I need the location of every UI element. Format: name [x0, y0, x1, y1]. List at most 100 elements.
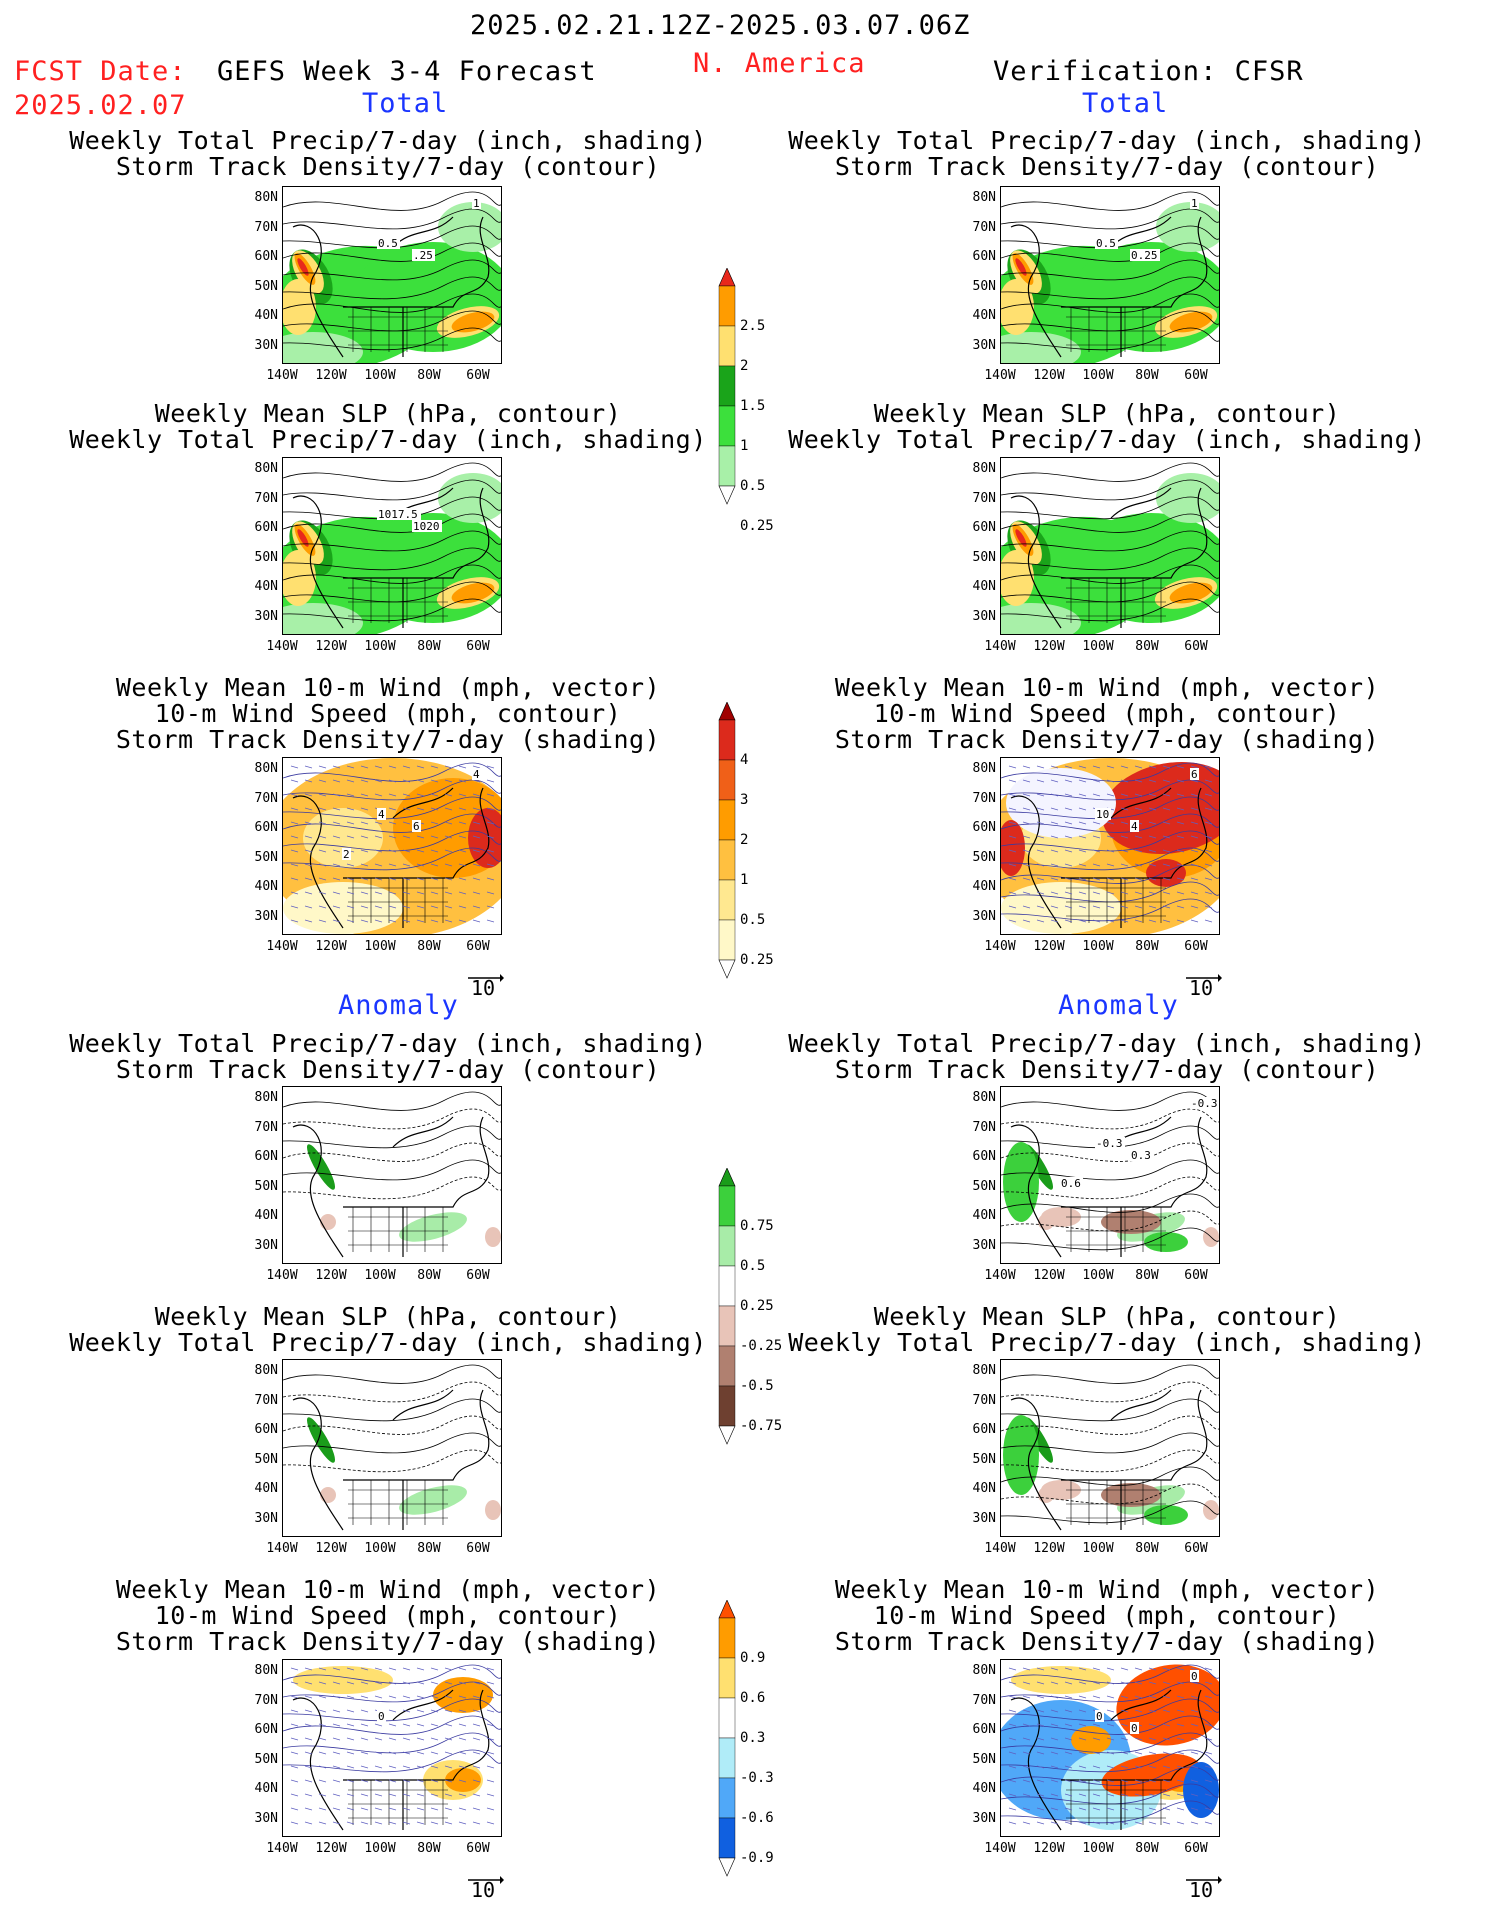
- wind-vector: [458, 1793, 467, 1797]
- wind-vector: [304, 793, 313, 797]
- wind-vector: [1022, 1751, 1031, 1755]
- wind-vector: [472, 1807, 481, 1811]
- shade-red: [1015, 258, 1027, 276]
- wind-vector: [1078, 1723, 1087, 1727]
- lon-tick-label: 120W: [1033, 1841, 1065, 1856]
- lon-tick-label: 60W: [1184, 1541, 1208, 1556]
- wind-vector: [1120, 793, 1129, 797]
- wind-vector: [1078, 891, 1087, 895]
- wind-vector: [1106, 1793, 1115, 1797]
- lat-tick-label: 80N: [972, 1363, 996, 1378]
- wind-vector: [1022, 1695, 1031, 1699]
- wind-vector: [346, 1681, 355, 1685]
- wind-vector: [1204, 863, 1213, 867]
- wind-vector: [402, 765, 411, 769]
- lat-tick-label: 50N: [972, 549, 996, 565]
- contour-line: [1001, 762, 1219, 782]
- wind-vector: [1008, 1751, 1017, 1755]
- contour-line: [1001, 1108, 1219, 1130]
- wind-vector: [1176, 863, 1185, 867]
- wind-vector: [1120, 863, 1129, 867]
- arrow-icon: [468, 1876, 504, 1884]
- wind-vector: [346, 1765, 355, 1769]
- section-anomaly-right: Anomaly: [1058, 990, 1179, 1021]
- wind-vector: [458, 765, 467, 769]
- wind-vector: [1008, 849, 1017, 853]
- colorbar-tick-label: -0.5: [740, 1378, 774, 1394]
- wind-vector: [444, 849, 453, 853]
- wind-vector: [1176, 1793, 1185, 1797]
- wind-vector: [1008, 779, 1017, 783]
- colorbar-tick-label: 0.3: [740, 1730, 766, 1746]
- contour-line: [1001, 479, 1219, 501]
- contour-label-bg: [1130, 249, 1160, 261]
- wind-vector: [388, 891, 397, 895]
- wind-vector: [472, 891, 481, 895]
- wind-vector: [1022, 779, 1031, 783]
- colorbar-segment: [718, 1817, 736, 1859]
- colorbar-end: [718, 1857, 736, 1877]
- lat-tick-label: 70N: [254, 1692, 278, 1708]
- wind-vector: [1064, 919, 1073, 923]
- lon-tick-label: 100W: [1082, 639, 1114, 654]
- wind-vector: [1106, 1723, 1115, 1727]
- lon-tick-label: 80W: [417, 1541, 441, 1556]
- wind-vector: [1204, 1723, 1213, 1727]
- wind-vector: [1204, 919, 1213, 923]
- lon-tick-label: 80W: [417, 639, 441, 654]
- wind-vector: [1204, 779, 1213, 783]
- wind-vector: [1134, 1807, 1143, 1811]
- wind-vector: [1204, 765, 1213, 769]
- wind-vector: [430, 793, 439, 797]
- wind-vector: [1036, 1807, 1045, 1811]
- wind-vector: [458, 877, 467, 881]
- lat-tick-label: 60N: [972, 1722, 996, 1737]
- lon-tick-label: 100W: [1082, 1268, 1114, 1283]
- colorbar-tick-label: -0.9: [740, 1850, 774, 1866]
- colorbar-segment: [718, 1345, 736, 1387]
- wind-vector: [1190, 793, 1199, 797]
- wind-vector: [290, 863, 299, 867]
- wind-vector: [1050, 1737, 1059, 1741]
- wind-vector: [290, 793, 299, 797]
- wind-vector: [290, 1821, 299, 1825]
- wind-vector: [1162, 849, 1171, 853]
- wind-vector: [1134, 1751, 1143, 1755]
- wind-vector: [444, 1737, 453, 1741]
- contour-line: [283, 1381, 501, 1403]
- contour-label-bg: [1130, 1149, 1153, 1161]
- wind-vector: [360, 835, 369, 839]
- wind-vector: [1190, 891, 1199, 895]
- lon-tick-label: 140W: [266, 1268, 298, 1283]
- title-p10: Weekly Mean SLP (hPa, contour) Weekly Tot…: [727, 1304, 1487, 1356]
- wind-vector: [1134, 793, 1143, 797]
- wind-vector: [444, 1681, 453, 1685]
- wind-vector: [304, 863, 313, 867]
- wind-vector: [1134, 905, 1143, 909]
- colorbar-segment: [718, 879, 736, 921]
- map-panel-p4: [1000, 457, 1220, 635]
- wind-vector: [472, 835, 481, 839]
- colorbar-tick-label: 2: [740, 358, 749, 374]
- wind-vector: [332, 1779, 341, 1783]
- lat-tick-label: 50N: [254, 278, 278, 294]
- wind-vector: [1050, 807, 1059, 811]
- lon-tick-label: 80W: [417, 368, 441, 383]
- wind-vector: [486, 1793, 495, 1797]
- wind-vector: [402, 919, 411, 923]
- colorbar-tick-label: -0.6: [740, 1810, 774, 1826]
- wind-vector: [1176, 779, 1185, 783]
- colorbar-tick-label: 2: [740, 832, 749, 848]
- wind-vector: [1078, 1695, 1087, 1699]
- colorbar-segment: [718, 1225, 736, 1267]
- title-line: Weekly Mean 10-m Wind (mph, vector): [115, 673, 661, 702]
- wind-vector: [332, 1709, 341, 1713]
- lat-tick-label: 30N: [972, 908, 996, 924]
- wind-vector: [1036, 1695, 1045, 1699]
- wind-vector: [486, 1751, 495, 1755]
- contour-label-bg: [1095, 1137, 1125, 1149]
- wind-vector: [444, 877, 453, 881]
- colorbar-segment: [718, 405, 736, 447]
- wind-vector: [1148, 1793, 1157, 1797]
- wind-vector: [1078, 793, 1087, 797]
